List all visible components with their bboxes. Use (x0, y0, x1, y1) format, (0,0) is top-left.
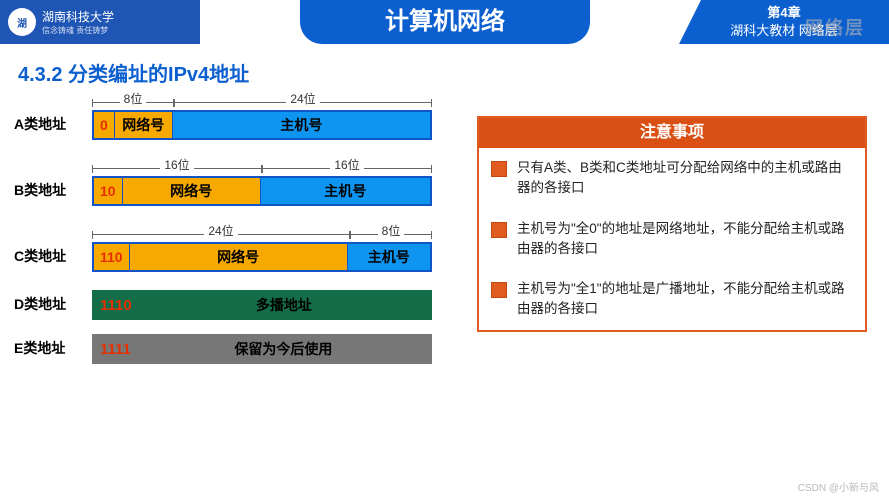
note-text: 只有A类、B类和C类地址可分配给网络中的主机或路由器的各接口 (517, 158, 853, 199)
logo-icon: 湖 (8, 8, 36, 36)
chapter-number: 第4章 (679, 4, 889, 22)
bit-ruler: 8位24位 (92, 92, 454, 110)
bit-segment: 8位 (92, 92, 174, 110)
class-name: C类地址 (14, 246, 66, 266)
bullet-icon (491, 282, 507, 298)
bullet-icon (491, 222, 507, 238)
class-row: C类地址24位8位110网络号主机号 (14, 224, 454, 272)
prefix-bits: 110 (94, 244, 130, 270)
chapter-tab: 第4章 湖科大教材 网络层 (679, 0, 889, 44)
host-part: 主机号 (348, 244, 430, 270)
page-title: 计算机网络 (300, 0, 590, 44)
university-logo-strip: 湖 湖南科技大学 信念铸魂 责任铸梦 (0, 0, 200, 44)
note-item: 只有A类、B类和C类地址可分配给网络中的主机或路由器的各接口 (479, 148, 865, 209)
bit-segment: 8位 (350, 224, 432, 242)
prefix-bits: 0 (94, 112, 115, 138)
bit-segment: 24位 (92, 224, 350, 242)
chapter-subtitle: 湖科大教材 网络层 (679, 22, 889, 40)
section-title: 4.3.2 分类编址的IPv4地址 (18, 58, 249, 87)
university-name: 湖南科技大学 (42, 8, 114, 25)
special-body: 多播地址 (138, 292, 430, 318)
network-part: 网络号 (130, 244, 348, 270)
network-part: 网络号 (115, 112, 173, 138)
note-text: 主机号为"全1"的地址是广播地址，不能分配给主机或路由器的各接口 (517, 279, 853, 320)
csdn-watermark: CSDN @小新与风 (798, 479, 879, 494)
class-row: E类地址 1111保留为今后使用 (14, 334, 454, 364)
notes-header: 注意事项 (479, 118, 865, 148)
class-name: A类地址 (14, 114, 66, 134)
page-header: 湖 湖南科技大学 信念铸魂 责任铸梦 计算机网络 第4章 湖科大教材 网络层 网… (0, 0, 889, 44)
class-row: B类地址16位16位10网络号主机号 (14, 158, 454, 206)
address-bar: 10网络号主机号 (92, 176, 432, 206)
host-part: 主机号 (261, 178, 430, 204)
prefix-bits: 1110 (94, 292, 138, 318)
prefix-bits: 10 (94, 178, 123, 204)
notes-panel: 注意事项 只有A类、B类和C类地址可分配给网络中的主机或路由器的各接口主机号为"… (477, 116, 867, 332)
note-item: 主机号为"全0"的地址是网络地址，不能分配给主机或路由器的各接口 (479, 209, 865, 270)
prefix-bits: 1111 (94, 336, 137, 362)
note-text: 主机号为"全0"的地址是网络地址，不能分配给主机或路由器的各接口 (517, 219, 853, 260)
host-part: 主机号 (173, 112, 430, 138)
address-bar: 110网络号主机号 (92, 242, 432, 272)
class-name: E类地址 (14, 338, 65, 358)
bullet-icon (491, 161, 507, 177)
network-part: 网络号 (123, 178, 261, 204)
bit-ruler: 16位16位 (92, 158, 454, 176)
note-item: 主机号为"全1"的地址是广播地址，不能分配给主机或路由器的各接口 (479, 269, 865, 330)
address-bar: 1111保留为今后使用 (92, 334, 432, 364)
university-subtext: 信念铸魂 责任铸梦 (42, 25, 114, 36)
bit-segment: 24位 (174, 92, 432, 110)
class-name: D类地址 (14, 294, 66, 314)
bit-segment: 16位 (262, 158, 432, 176)
class-row: D类地址 1110多播地址 (14, 290, 454, 320)
class-row: A类地址8位24位0网络号主机号 (14, 92, 454, 140)
class-name: B类地址 (14, 180, 66, 200)
address-bar: 0网络号主机号 (92, 110, 432, 140)
address-bar: 1110多播地址 (92, 290, 432, 320)
address-class-diagram: A类地址8位24位0网络号主机号B类地址16位16位10网络号主机号C类地址24… (14, 92, 454, 378)
bit-segment: 16位 (92, 158, 262, 176)
special-body: 保留为今后使用 (137, 336, 430, 362)
bit-ruler: 24位8位 (92, 224, 454, 242)
